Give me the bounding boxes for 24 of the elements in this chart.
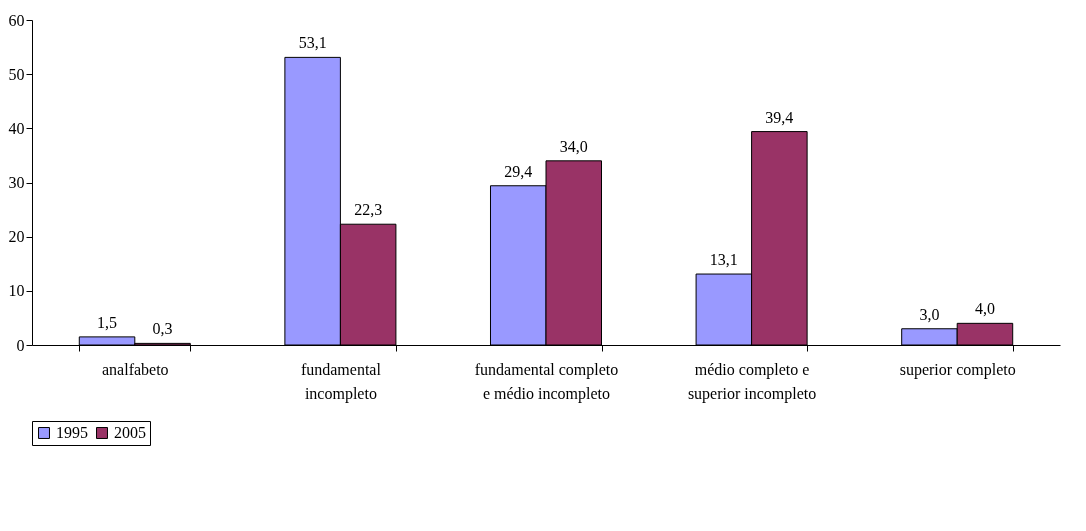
legend-label: 1995 <box>56 424 88 441</box>
data-label: 0,3 <box>152 320 173 338</box>
data-label: 22,3 <box>354 201 383 219</box>
y-tick-label: 30 <box>8 174 25 191</box>
x-tick-label: analfabeto <box>101 360 169 378</box>
y-tick-label: 50 <box>8 65 25 83</box>
y-tick-label: 20 <box>8 228 25 246</box>
x-tick-label: médio completo e superior incompleto <box>687 360 817 403</box>
data-label: 13,1 <box>709 251 738 269</box>
y-tick-label: 0 <box>16 336 25 354</box>
data-label: 1,5 <box>97 313 118 331</box>
data-label: 29,4 <box>504 162 533 180</box>
x-tick-label: superior completo <box>899 360 1016 379</box>
data-label: 53,1 <box>298 34 327 52</box>
legend-label: 2005 <box>114 424 146 441</box>
x-tick-label: fundamental incompleto <box>300 360 382 403</box>
data-label: 39,4 <box>765 108 794 126</box>
x-tick-label: fundamental completo e médio incompleto <box>474 360 619 403</box>
y-tick-label: 40 <box>8 119 25 137</box>
data-label: 3,0 <box>919 305 940 323</box>
y-tick-label: 10 <box>8 282 25 300</box>
data-label: 4,0 <box>974 300 995 318</box>
data-label: 34,0 <box>559 137 588 155</box>
y-tick-label: 60 <box>8 11 25 29</box>
